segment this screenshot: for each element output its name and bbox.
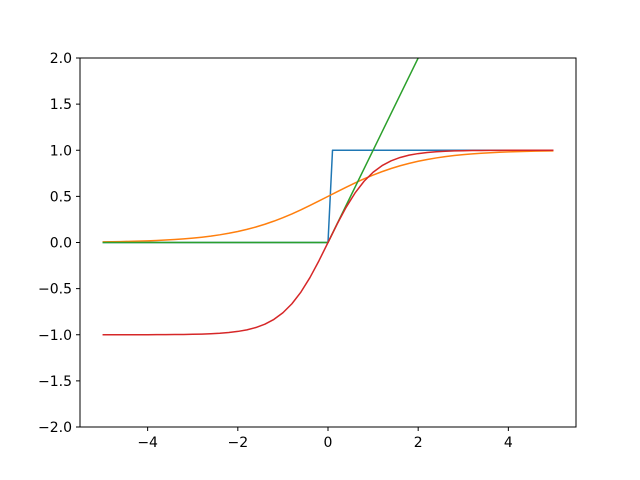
y-axis: −2.0 −1.5 −1.0 −0.5 0.0 0.5 1.0 1.5 2.0 <box>38 51 80 436</box>
y-tick-label: 2.0 <box>50 51 72 67</box>
x-tick-label: −2 <box>227 435 248 451</box>
y-tick-label: −2.0 <box>38 420 72 436</box>
x-axis: −4 −2 0 2 4 <box>137 427 513 451</box>
x-tick-label: 2 <box>414 435 423 451</box>
x-tick-label: 4 <box>504 435 513 451</box>
y-tick-label: 1.0 <box>50 143 72 159</box>
y-tick-label: 0.0 <box>50 236 72 252</box>
series-group <box>102 58 554 336</box>
x-tick-label: 0 <box>324 435 333 451</box>
series-tanh-line <box>102 149 554 336</box>
y-tick-label: 1.5 <box>50 97 72 113</box>
y-tick-label: −1.0 <box>38 328 72 344</box>
x-tick-label: −4 <box>137 435 158 451</box>
y-tick-label: 0.5 <box>50 189 72 205</box>
series-sigmoid-line <box>102 150 554 243</box>
y-tick-label: −1.5 <box>38 374 72 390</box>
y-tick-label: −0.5 <box>38 282 72 298</box>
